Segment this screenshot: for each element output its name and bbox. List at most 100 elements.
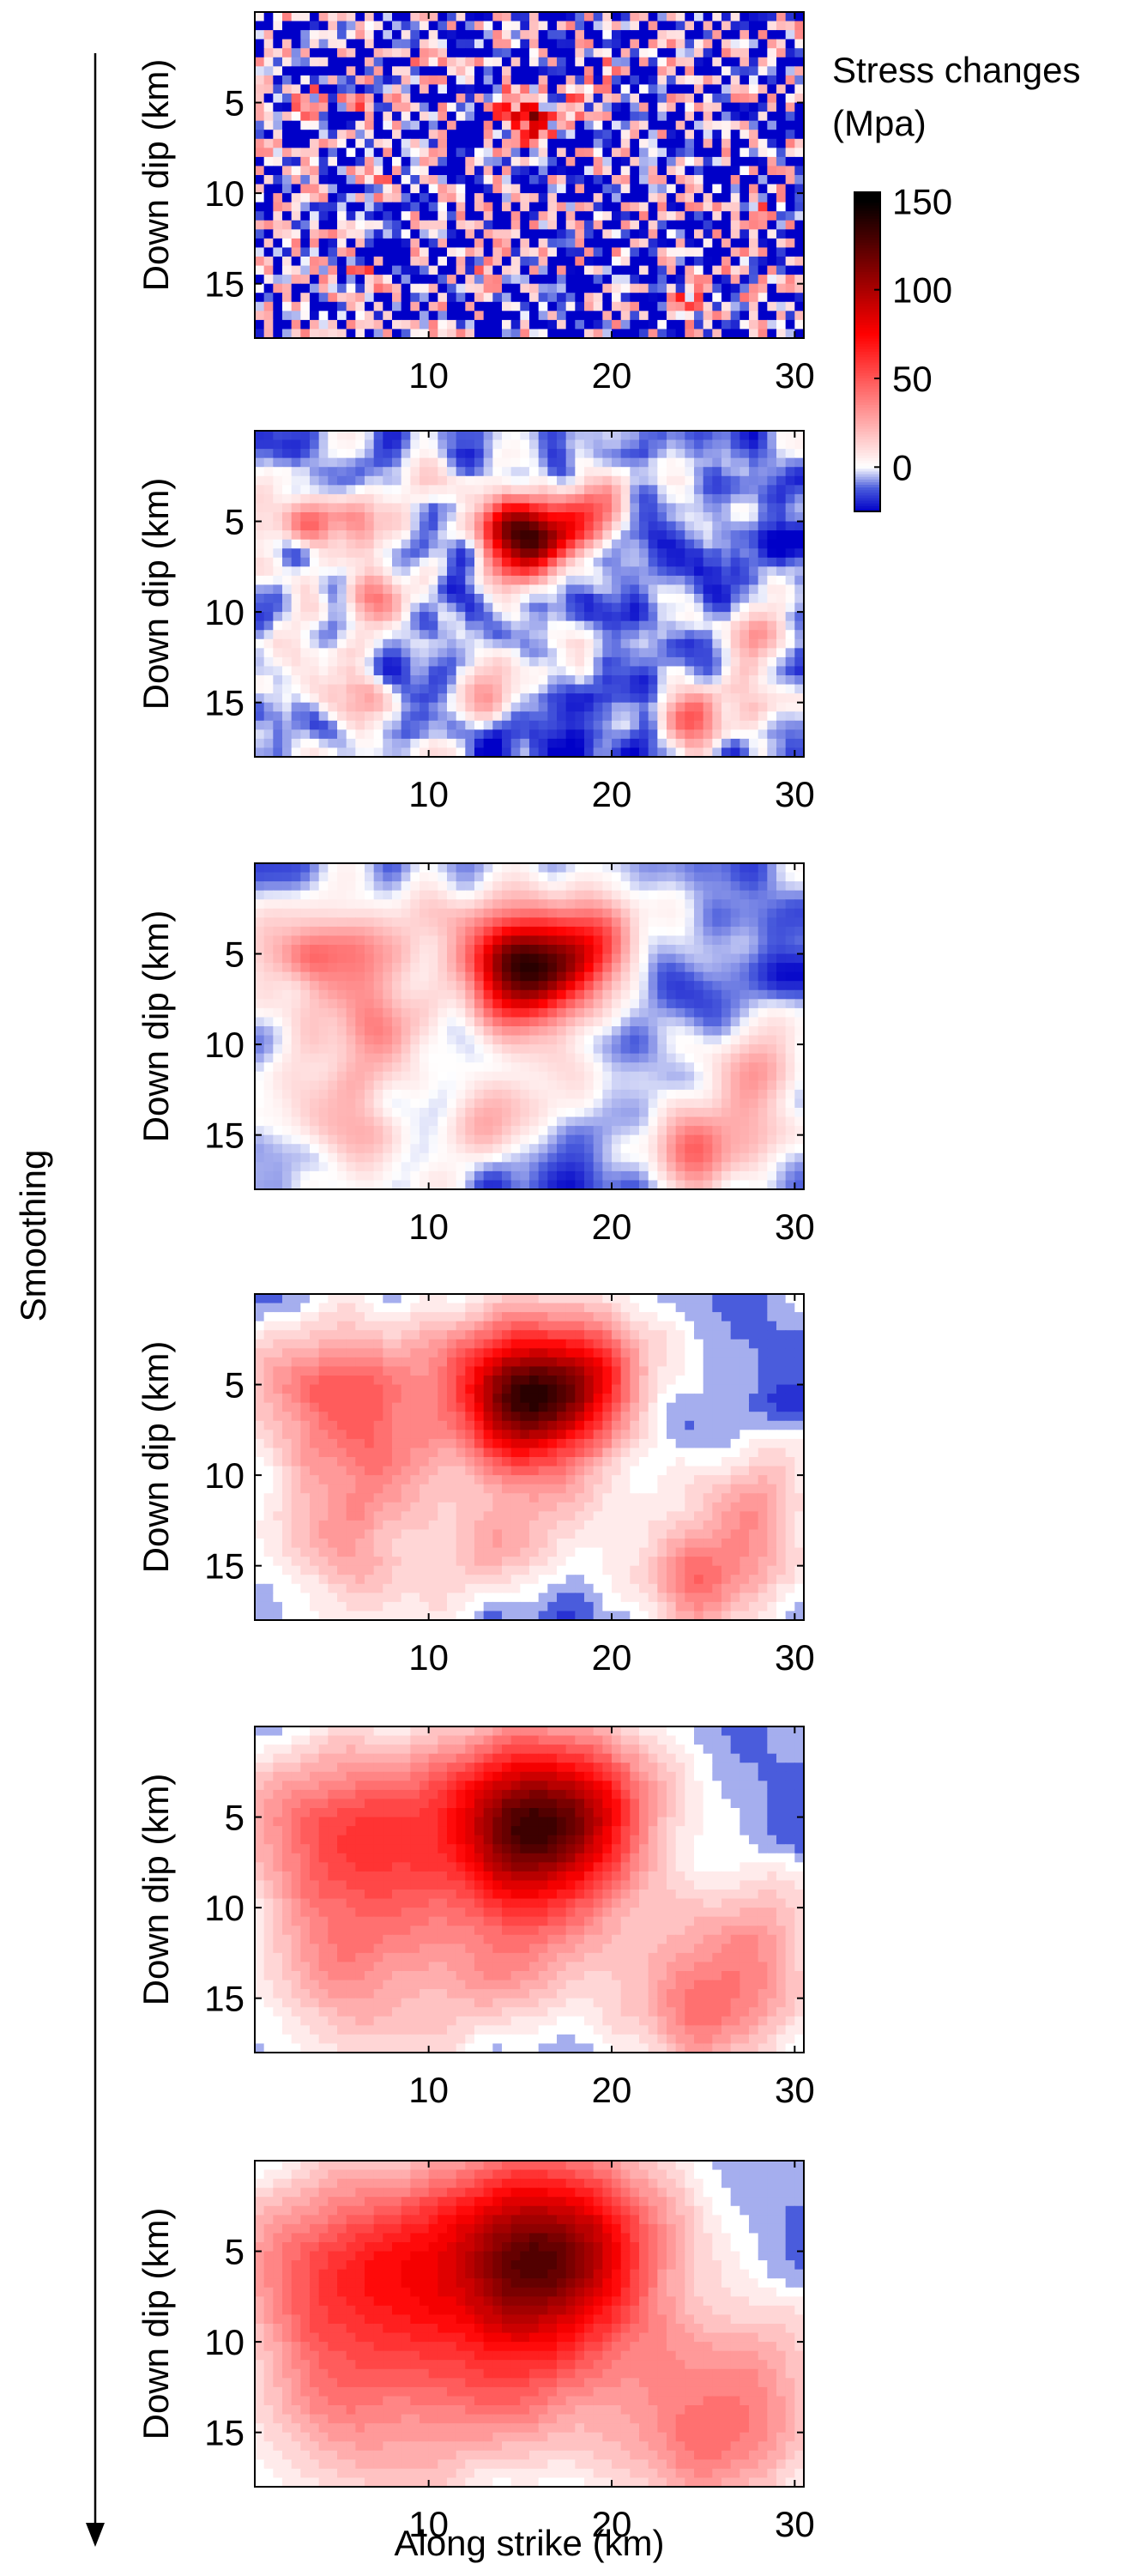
heatmap-cell: [648, 711, 658, 722]
heatmap-cell: [420, 112, 430, 122]
heatmap-cell: [428, 57, 438, 67]
heatmap-cell: [785, 21, 795, 31]
heatmap-cell: [510, 666, 521, 676]
heatmap-cell: [318, 594, 329, 604]
heatmap-cell: [639, 156, 649, 167]
heatmap-cell: [520, 156, 530, 167]
heatmap-cell: [310, 94, 320, 104]
heatmap-cell: [667, 229, 677, 239]
heatmap-cell: [456, 945, 466, 955]
heatmap-cell: [510, 747, 521, 758]
heatmap-cell: [510, 21, 521, 31]
heatmap-cell: [520, 66, 530, 76]
heatmap-cell: [291, 75, 301, 86]
heatmap-cell: [785, 57, 795, 67]
heatmap-cell: [255, 48, 265, 58]
heatmap-cell: [557, 738, 567, 749]
heatmap-cell: [712, 257, 722, 267]
heatmap-cell: [730, 684, 740, 694]
heatmap-cell: [273, 156, 283, 167]
heatmap-cell: [502, 620, 512, 631]
heatmap-cell: [685, 275, 695, 285]
heatmap-cell: [794, 620, 805, 631]
heatmap-cell: [740, 620, 750, 631]
heatmap-cell: [392, 620, 402, 631]
heatmap-cell: [648, 475, 658, 486]
heatmap-cell: [657, 602, 667, 613]
heatmap-cell: [337, 301, 347, 311]
heatmap-cell: [794, 738, 805, 749]
heatmap-cell: [492, 881, 503, 892]
heatmap-cell: [263, 863, 274, 874]
heatmap-cell: [401, 926, 411, 937]
heatmap-cell: [703, 630, 713, 640]
heatmap-cell: [510, 711, 521, 722]
heatmap-cell: [703, 311, 713, 321]
heatmap-cell: [657, 702, 667, 712]
heatmap-cell: [694, 521, 704, 531]
heatmap-cell: [355, 872, 365, 882]
heatmap-cell: [575, 926, 585, 937]
heatmap-cell: [602, 493, 613, 505]
heatmap-cell: [721, 12, 732, 22]
heatmap-cell: [758, 319, 768, 330]
heatmap-cell: [520, 193, 530, 203]
heatmap-cell: [520, 120, 530, 130]
heatmap-cell: [776, 738, 787, 749]
heatmap-cell: [492, 257, 503, 267]
heatmap-cell: [318, 84, 329, 94]
heatmap-cell: [630, 329, 640, 339]
heatmap-cell: [474, 684, 485, 694]
heatmap-cell: [420, 457, 430, 468]
heatmap-cell: [263, 953, 274, 964]
heatmap-cell: [648, 675, 658, 686]
heatmap-cell: [730, 485, 740, 495]
heatmap-cell: [620, 329, 631, 339]
heatmap-cell: [310, 675, 320, 686]
heatmap-cell: [337, 130, 347, 140]
heatmap-cell: [492, 503, 503, 513]
heatmap-cell: [639, 485, 649, 495]
heatmap-cell: [758, 630, 768, 640]
heatmap-cell: [767, 112, 777, 122]
heatmap-cell: [685, 747, 695, 758]
heatmap-cell: [328, 720, 338, 730]
heatmap-cell: [639, 638, 649, 649]
heatmap-cell: [410, 449, 420, 459]
heatmap-cell: [612, 675, 622, 686]
heatmap-cell: [401, 602, 411, 613]
heatmap-cells: [255, 431, 805, 758]
heatmap-cell: [758, 702, 768, 712]
heatmap-cell: [465, 265, 475, 275]
heatmap-cell: [740, 229, 750, 239]
heatmap-cell: [456, 881, 466, 892]
heatmap-cell: [456, 238, 466, 249]
heatmap-cell: [694, 283, 704, 293]
heatmap-cell: [318, 94, 329, 104]
heatmap-cell: [767, 612, 777, 622]
heatmap-cell: [557, 945, 567, 955]
heatmap-cell: [282, 30, 293, 40]
heatmap-cell: [749, 530, 759, 541]
heatmap-cell: [785, 890, 795, 900]
heatmap-cell: [456, 94, 466, 104]
heatmap-cell: [593, 467, 603, 477]
heatmap-cell: [685, 512, 695, 523]
heatmap-cell: [373, 66, 383, 76]
heatmap-cell: [630, 512, 640, 523]
heatmap-cell: [492, 138, 503, 148]
heatmap-cell: [483, 953, 493, 964]
heatmap-cell: [282, 602, 293, 613]
heatmap-cell: [355, 594, 365, 604]
heatmap-cell: [510, 539, 521, 549]
heatmap-cell: [465, 926, 475, 937]
heatmap-cell: [593, 166, 603, 176]
heatmap-cell: [593, 503, 603, 513]
heatmap-cell: [685, 57, 695, 67]
heatmap-cell: [794, 675, 805, 686]
heatmap-cell: [337, 908, 347, 918]
heatmap-cell: [547, 57, 558, 67]
heatmap-cell: [447, 493, 457, 505]
heatmap-cell: [685, 872, 695, 882]
heatmap-cell: [401, 638, 411, 649]
